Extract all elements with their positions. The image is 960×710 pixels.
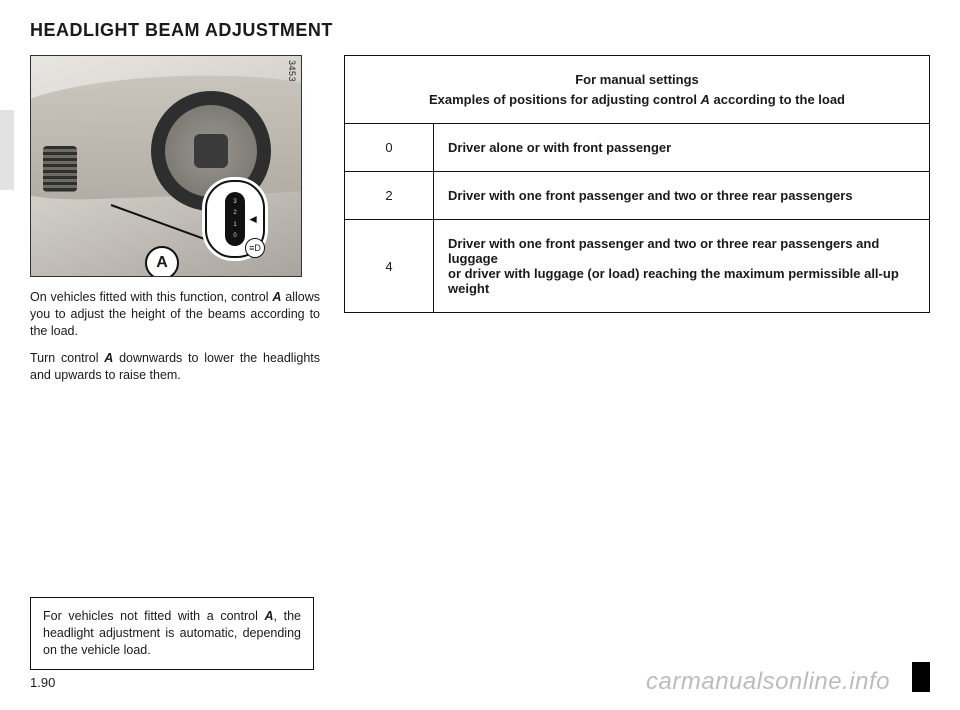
air-vent-icon <box>43 146 77 192</box>
dial-mark: 0 <box>233 233 236 239</box>
header-line1: For manual settings <box>575 72 699 87</box>
text: For vehicles not fitted with a control <box>43 609 264 623</box>
table-row: 2 Driver with one front passenger and tw… <box>345 172 930 220</box>
paragraph-1: On vehicles fitted with this function, c… <box>30 289 320 340</box>
desc-line: Driver with one front passenger and two … <box>448 236 879 266</box>
content-area: 34538 3 2 1 0 ◄ ≡D A <box>30 55 930 710</box>
position-cell: 0 <box>345 124 434 172</box>
manual-page: HEADLIGHT BEAM ADJUSTMENT 34538 3 2 1 0 … <box>0 0 960 710</box>
text: according to the load <box>710 92 845 107</box>
description-cell: Driver with one front passenger and two … <box>434 172 930 220</box>
note-box: For vehicles not fitted with a control A… <box>30 597 314 670</box>
headlight-control-inset: 3 2 1 0 ◄ ≡D <box>205 180 265 258</box>
text: Turn control <box>30 351 104 365</box>
adjustment-dial-icon: 3 2 1 0 ◄ <box>225 192 245 246</box>
table-row: 4 Driver with one front passenger and tw… <box>345 220 930 313</box>
page-number: 1.90 <box>30 675 55 690</box>
description-cell: Driver alone or with front passenger <box>434 124 930 172</box>
text: On vehicles fitted with this function, c… <box>30 290 272 304</box>
section-tab <box>0 110 14 190</box>
settings-table: For manual settings Examples of position… <box>344 55 930 313</box>
right-column: For manual settings Examples of position… <box>344 55 930 710</box>
headlight-icon: ≡D <box>245 238 265 258</box>
position-cell: 2 <box>345 172 434 220</box>
table-row: 0 Driver alone or with front passenger <box>345 124 930 172</box>
text: Examples of positions for adjusting cont… <box>429 92 701 107</box>
dashboard-illustration: 34538 3 2 1 0 ◄ ≡D A <box>30 55 302 277</box>
edge-tab <box>912 662 930 692</box>
control-ref: A <box>104 351 113 365</box>
table-header-row: For manual settings Examples of position… <box>345 56 930 124</box>
page-title: HEADLIGHT BEAM ADJUSTMENT <box>30 20 930 41</box>
callout-badge-a: A <box>145 246 179 277</box>
position-cell: 4 <box>345 220 434 313</box>
dial-mark: 3 <box>233 199 236 205</box>
control-ref: A <box>701 92 710 107</box>
left-column: 34538 3 2 1 0 ◄ ≡D A <box>30 55 320 710</box>
dial-mark: 2 <box>233 210 236 216</box>
indicator-arrow-icon: ◄ <box>247 212 259 226</box>
paragraph-2: Turn control A downwards to lower the he… <box>30 350 320 384</box>
desc-line: or driver with luggage (or load) reachin… <box>448 266 899 296</box>
description-cell: Driver with one front passenger and two … <box>434 220 930 313</box>
callout-line <box>111 204 206 240</box>
dial-mark: 1 <box>233 222 236 228</box>
table-header: For manual settings Examples of position… <box>345 56 930 124</box>
watermark: carmanualsonline.info <box>646 668 890 696</box>
control-ref: A <box>264 609 273 623</box>
description-text: On vehicles fitted with this function, c… <box>30 289 320 393</box>
